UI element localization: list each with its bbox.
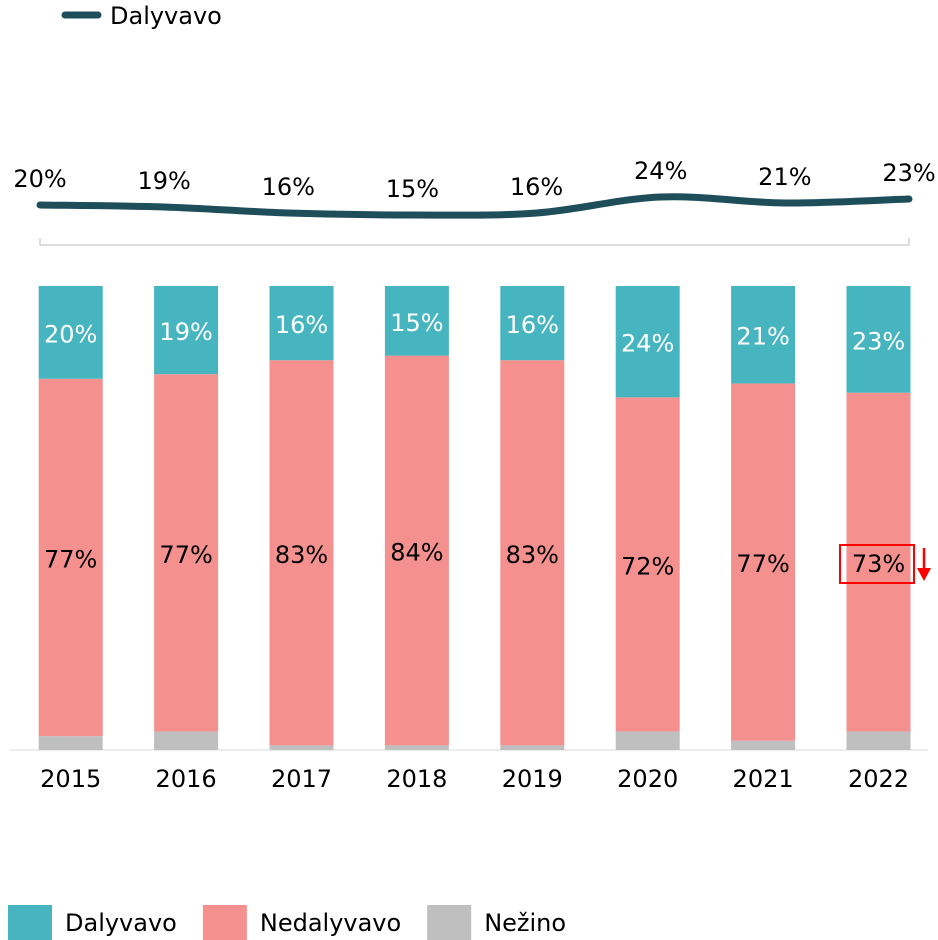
bar-segment [500, 286, 565, 361]
data-label: 21% [736, 323, 789, 351]
bar-segment [384, 286, 449, 356]
bar-segment [384, 745, 449, 750]
data-label: 77% [736, 550, 789, 578]
data-label: 16% [275, 311, 328, 339]
bar-segment [154, 374, 219, 732]
x-tick-label: 2021 [733, 765, 794, 793]
data-label: 83% [275, 541, 328, 569]
data-label: 72% [621, 552, 674, 580]
line [36, 193, 913, 219]
x-tick-label: 2016 [156, 765, 217, 793]
data-label: 16% [262, 173, 315, 201]
data-label: 83% [506, 541, 559, 569]
legend-label: Dalyvavo [65, 909, 177, 937]
x-tick-label: 2018 [386, 765, 447, 793]
legend-swatch [8, 905, 52, 940]
data-label: 23% [882, 159, 935, 187]
data-label: 77% [44, 545, 97, 573]
legend-label: Dalyvavo [110, 2, 222, 30]
bar-segment [38, 378, 103, 737]
data-label: 20% [44, 320, 97, 348]
bar-segment [615, 397, 680, 732]
data-label: 84% [390, 538, 443, 566]
bar-segment [615, 286, 680, 398]
data-label: 73% [852, 550, 905, 578]
bar-segment [384, 355, 449, 746]
bar-segment [500, 745, 565, 750]
legend-label: Nežino [484, 909, 566, 937]
bar-segment [846, 286, 911, 393]
bar-segment [269, 360, 334, 746]
bar-segment [731, 383, 796, 741]
bar-segment [154, 286, 219, 375]
data-label: 20% [13, 165, 66, 193]
x-tick-label: 2022 [848, 765, 909, 793]
bar-segment [38, 286, 103, 379]
data-label: 15% [390, 309, 443, 337]
data-label: 16% [510, 173, 563, 201]
highlight-box [839, 544, 915, 584]
bar-segment [269, 745, 334, 750]
bar-segment [615, 731, 680, 750]
bar-segment [846, 392, 911, 732]
bar-segment [731, 286, 796, 384]
x-tick-label: 2017 [271, 765, 332, 793]
bar-segment [154, 731, 219, 750]
legend-label: Nedalyvavo [260, 909, 401, 937]
data-label: 24% [634, 157, 687, 185]
bar-segment [731, 740, 796, 750]
bar-segment [500, 360, 565, 746]
data-label: 19% [159, 318, 212, 346]
legend-swatch [202, 905, 247, 940]
data-label: 24% [621, 330, 674, 358]
data-label: 23% [852, 327, 905, 355]
bar-segment [846, 731, 911, 750]
x-tick-label: 2015 [40, 765, 101, 793]
data-label: 16% [506, 311, 559, 339]
data-label: 77% [159, 541, 212, 569]
data-label: 19% [137, 167, 190, 195]
data-label: 21% [758, 163, 811, 191]
x-tick-label: 2020 [617, 765, 678, 793]
data-label: 15% [386, 175, 439, 203]
bar-segment [38, 736, 103, 750]
bar-segment [269, 286, 334, 361]
x-tick-label: 2019 [502, 765, 563, 793]
legend-swatch [427, 905, 472, 940]
arrow-head [917, 568, 931, 581]
